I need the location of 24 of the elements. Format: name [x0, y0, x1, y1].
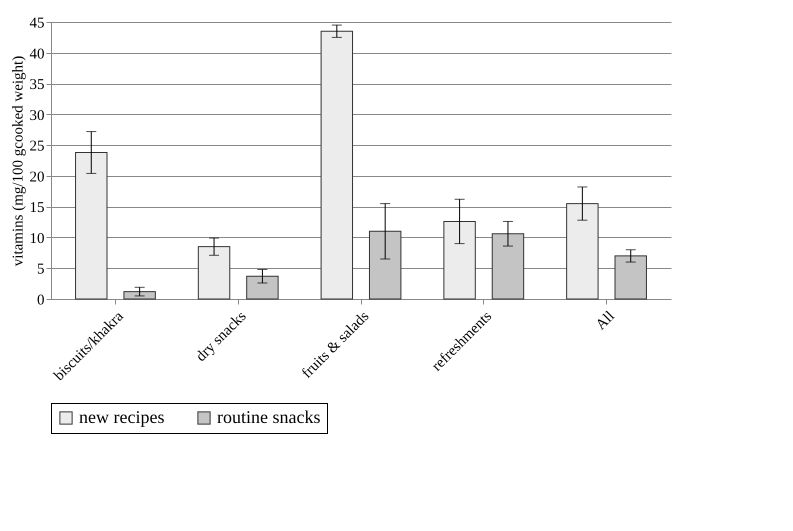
y-tick-label: 35 [30, 77, 44, 94]
bar [443, 220, 476, 300]
y-tick-label: 45 [30, 16, 44, 32]
bar [198, 246, 230, 300]
y-tick-label: 40 [30, 46, 44, 62]
y-tick-label: 20 [30, 169, 44, 186]
y-tick-label: 15 [30, 200, 44, 216]
legend-label: routine snacks [217, 407, 320, 427]
y-tick-label: 10 [30, 230, 44, 247]
bar [320, 30, 354, 300]
bar [492, 233, 524, 300]
bar [614, 255, 647, 300]
y-axis-title: vitamins (mg/100 gcooked weight) [10, 56, 26, 266]
y-tick-label: 0 [37, 292, 44, 308]
bar [246, 276, 279, 300]
legend-label: new recipes [79, 407, 164, 427]
bar [566, 203, 599, 300]
y-tick-label: 30 [30, 108, 44, 124]
y-tick-label: 5 [37, 262, 44, 278]
bar [75, 152, 108, 300]
bar [123, 291, 156, 300]
bar [368, 230, 402, 300]
x-tick-label: All [592, 308, 618, 334]
y-tick-label: 25 [30, 138, 44, 155]
